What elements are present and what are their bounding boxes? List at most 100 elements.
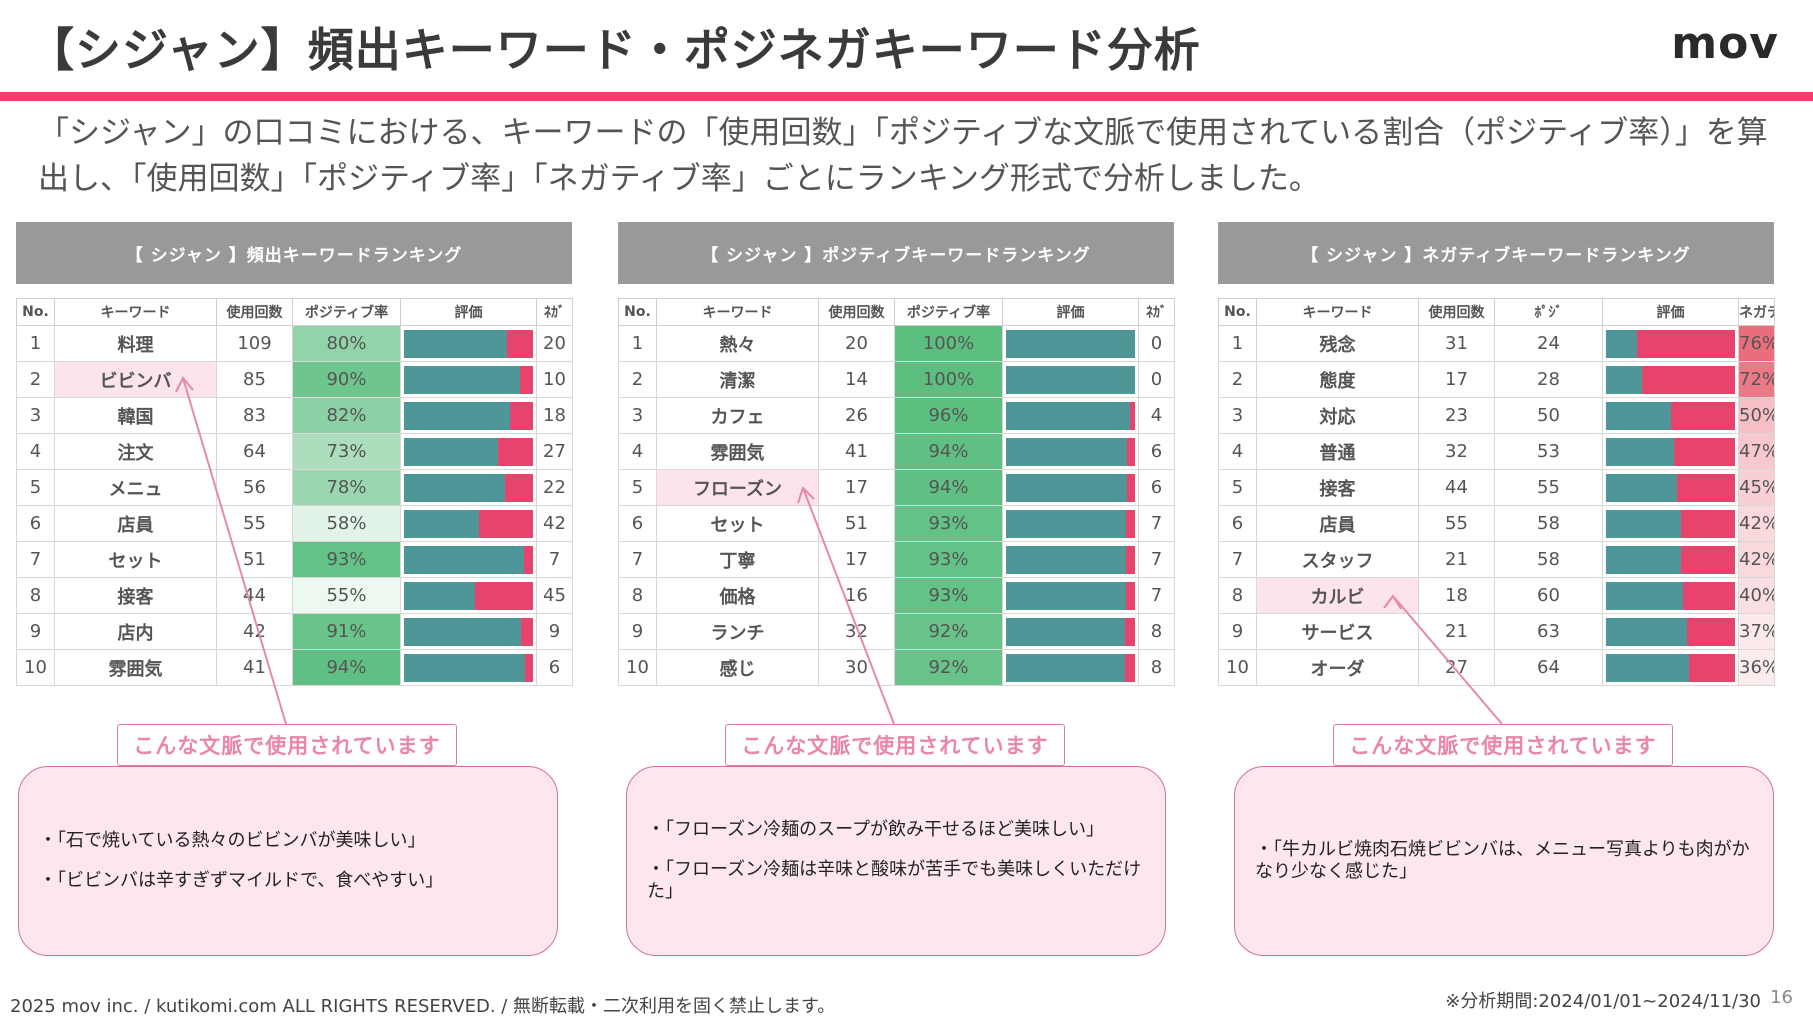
negative-count: 22: [536, 469, 573, 506]
evaluation-bar: [400, 361, 537, 398]
mov-logo: mov: [1671, 18, 1779, 69]
column-header: 評価: [400, 298, 537, 326]
negative-bar-segment: [1636, 329, 1735, 358]
keyword-cell: 普通: [1256, 433, 1419, 470]
usage-count: 20: [818, 325, 895, 362]
rank-number: 5: [618, 469, 657, 506]
negative-bar-segment: [525, 653, 533, 682]
evaluation-bar: [400, 469, 537, 506]
rank-number: 3: [1218, 397, 1257, 434]
negative-bar-segment: [504, 473, 533, 502]
table-row: 7 丁寧 17 93% 7: [618, 541, 1175, 578]
negative-count: 7: [1138, 541, 1175, 578]
negative-bar-segment: [507, 329, 533, 358]
rank-number: 7: [1218, 541, 1257, 578]
keyword-cell: 価格: [656, 577, 819, 614]
column-header: 評価: [1002, 298, 1139, 326]
usage-count: 17: [818, 469, 895, 506]
rank-number: 5: [16, 469, 55, 506]
callout-quote-box: ・「石で焼いている熱々のビビンバが美味しい」 ・「ビビンバは辛すぎずマイルドで、食…: [18, 766, 558, 956]
usage-count: 109: [216, 325, 293, 362]
negative-bar-segment: [1642, 365, 1735, 394]
review-quote: ・「石で焼いている熱々のビビンバが美味しい」: [39, 830, 426, 851]
usage-count: 42: [216, 613, 293, 650]
table-row: 7 セット 51 93% 7: [16, 541, 573, 578]
positive-count: 64: [1494, 649, 1603, 686]
rank-number: 10: [1218, 649, 1257, 686]
column-header: No.: [1218, 298, 1257, 326]
negative-bar-segment: [1687, 617, 1735, 646]
negative-bar-segment: [523, 545, 533, 574]
evaluation-bar: [400, 505, 537, 542]
keyword-cell: スタッフ: [1256, 541, 1419, 578]
negative-bar-segment: [1676, 473, 1735, 502]
negative-bar-segment: [520, 365, 533, 394]
ranking-panel-3: 【 シジャン 】ネガティブキーワードランキング No. キーワード 使用回数 ﾎﾟｼﾞ評…: [1218, 222, 1775, 686]
rank-number: 3: [618, 397, 657, 434]
negative-count: 7: [536, 541, 573, 578]
negative-bar-segment: [1124, 653, 1135, 682]
negative-rate: 36%: [1738, 649, 1775, 686]
negative-count: 0: [1138, 361, 1175, 398]
negative-bar-segment: [498, 437, 533, 466]
callout-label: こんな文脈で使用されています: [117, 724, 457, 766]
negative-rate: 45%: [1738, 469, 1775, 506]
positive-bar-segment: [404, 329, 508, 358]
usage-count: 17: [818, 541, 895, 578]
rank-number: 5: [1218, 469, 1257, 506]
negative-rate: 50%: [1738, 397, 1775, 434]
keyword-cell: 注文: [54, 433, 217, 470]
keyword-cell: 対応: [1256, 397, 1419, 434]
negative-bar-segment: [1680, 545, 1735, 574]
positive-bar-segment: [1606, 473, 1677, 502]
table-row: 9 店内 42 91% 9: [16, 613, 573, 650]
evaluation-bar: [1602, 361, 1739, 398]
evaluation-bar: [1602, 649, 1739, 686]
negative-count: 8: [1138, 613, 1175, 650]
keyword-cell: セット: [54, 541, 217, 578]
evaluation-bar: [1002, 613, 1139, 650]
evaluation-bar: [400, 577, 537, 614]
rank-number: 9: [618, 613, 657, 650]
rank-number: 6: [1218, 505, 1257, 542]
column-header: ネガティブ率: [1738, 298, 1775, 326]
negative-count: 20: [536, 325, 573, 362]
usage-count: 14: [818, 361, 895, 398]
positive-bar-segment: [404, 653, 526, 682]
rank-number: 1: [618, 325, 657, 362]
positive-rate: 93%: [292, 541, 401, 578]
positive-bar-segment: [404, 617, 522, 646]
evaluation-bar: [1602, 577, 1739, 614]
positive-rate: 78%: [292, 469, 401, 506]
negative-count: 6: [1138, 433, 1175, 470]
evaluation-bar: [1002, 397, 1139, 434]
review-quote: ・「フローズン冷麺は辛味と酸味が苦手でも美味しくいただけた」: [647, 859, 1142, 902]
positive-bar-segment: [404, 509, 479, 538]
callout-label: こんな文脈で使用されています: [725, 724, 1065, 766]
column-header: ﾎﾟｼﾞ: [1494, 298, 1603, 326]
positive-rate: 90%: [292, 361, 401, 398]
positive-bar-segment: [1606, 653, 1689, 682]
negative-count: 6: [536, 649, 573, 686]
usage-count: 32: [1418, 433, 1495, 470]
rank-number: 8: [1218, 577, 1257, 614]
rank-number: 3: [16, 397, 55, 434]
usage-count: 51: [818, 505, 895, 542]
positive-rate: 82%: [292, 397, 401, 434]
positive-bar-segment: [1006, 653, 1125, 682]
positive-rate: 93%: [894, 505, 1003, 542]
usage-count: 51: [216, 541, 293, 578]
negative-count: 0: [1138, 325, 1175, 362]
rank-number: 7: [16, 541, 55, 578]
ranking-table: No. キーワード 使用回数 ポジティブ率 評価 ﾈｶﾞ 1 熱々 20 100% 0 2 清潔 14 10…: [618, 298, 1175, 686]
evaluation-bar: [1002, 649, 1139, 686]
rank-number: 8: [618, 577, 657, 614]
positive-rate: 55%: [292, 577, 401, 614]
usage-count: 32: [818, 613, 895, 650]
